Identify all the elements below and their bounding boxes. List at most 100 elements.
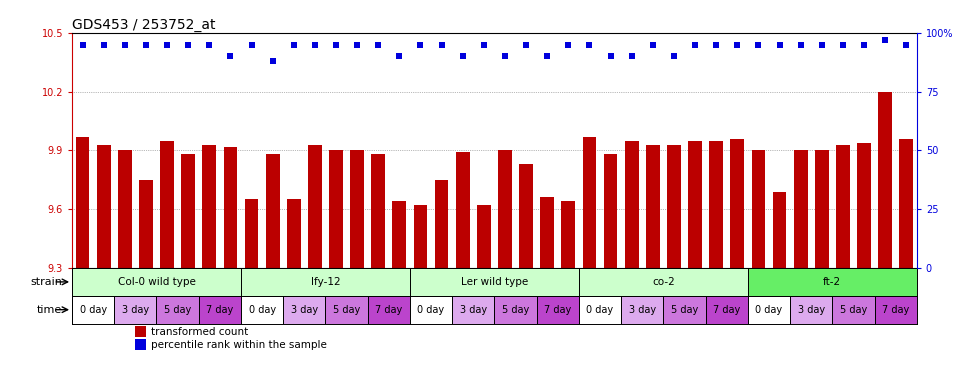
Point xyxy=(540,53,555,59)
Bar xyxy=(537,296,579,324)
Bar xyxy=(72,296,114,324)
Bar xyxy=(790,296,832,324)
Bar xyxy=(203,145,216,268)
Bar xyxy=(135,326,146,337)
Point xyxy=(180,42,196,48)
Bar xyxy=(667,145,681,268)
Bar xyxy=(706,296,748,324)
Point xyxy=(624,53,639,59)
Bar xyxy=(72,268,241,296)
Bar xyxy=(878,92,892,268)
Bar xyxy=(160,141,174,268)
Text: 3 day: 3 day xyxy=(291,305,318,315)
Point xyxy=(899,42,914,48)
Point xyxy=(793,42,808,48)
Point xyxy=(561,42,576,48)
Bar xyxy=(350,150,364,268)
Bar xyxy=(477,205,491,268)
Point xyxy=(244,42,259,48)
Bar xyxy=(579,296,621,324)
Bar xyxy=(748,296,790,324)
Text: 0 day: 0 day xyxy=(80,305,107,315)
Bar xyxy=(308,145,322,268)
Bar xyxy=(519,164,533,268)
Bar xyxy=(181,154,195,268)
Bar xyxy=(224,146,237,268)
Bar xyxy=(393,201,406,268)
Bar xyxy=(414,205,427,268)
Bar xyxy=(604,154,617,268)
Bar xyxy=(368,296,410,324)
Bar xyxy=(456,152,469,268)
Bar xyxy=(329,150,343,268)
Point xyxy=(286,42,301,48)
Text: 3 day: 3 day xyxy=(629,305,656,315)
Bar xyxy=(646,145,660,268)
Bar xyxy=(410,296,452,324)
Bar xyxy=(836,145,850,268)
Bar xyxy=(241,268,410,296)
Point xyxy=(708,42,724,48)
Bar xyxy=(832,296,875,324)
Text: 3 day: 3 day xyxy=(798,305,825,315)
Bar xyxy=(156,296,199,324)
Point xyxy=(730,42,745,48)
Text: 5 day: 5 day xyxy=(840,305,867,315)
Point xyxy=(666,53,682,59)
Point xyxy=(814,42,829,48)
Point xyxy=(476,42,492,48)
Text: ft-2: ft-2 xyxy=(824,277,841,287)
Text: 5 day: 5 day xyxy=(164,305,191,315)
Bar xyxy=(410,268,579,296)
Point xyxy=(307,42,323,48)
Point xyxy=(518,42,534,48)
Bar xyxy=(731,139,744,268)
Bar xyxy=(283,296,325,324)
Text: 7 day: 7 day xyxy=(713,305,740,315)
Text: 0 day: 0 day xyxy=(418,305,444,315)
Text: transformed count: transformed count xyxy=(151,326,248,337)
Bar xyxy=(709,141,723,268)
Point xyxy=(223,53,238,59)
Point xyxy=(349,42,365,48)
Text: 5 day: 5 day xyxy=(671,305,698,315)
Text: 7 day: 7 day xyxy=(206,305,233,315)
Bar xyxy=(76,137,89,268)
Text: Col-0 wild type: Col-0 wild type xyxy=(117,277,196,287)
Text: percentile rank within the sample: percentile rank within the sample xyxy=(151,340,326,350)
Bar xyxy=(498,150,512,268)
Bar xyxy=(663,296,706,324)
Point xyxy=(645,42,660,48)
Bar xyxy=(266,154,279,268)
Text: 0 day: 0 day xyxy=(756,305,782,315)
Point xyxy=(835,42,851,48)
Bar xyxy=(135,339,146,350)
Bar xyxy=(114,296,156,324)
Bar xyxy=(621,296,663,324)
Point xyxy=(455,53,470,59)
Point xyxy=(751,42,766,48)
Bar xyxy=(752,150,765,268)
Text: 3 day: 3 day xyxy=(122,305,149,315)
Point xyxy=(434,42,449,48)
Text: 5 day: 5 day xyxy=(502,305,529,315)
Bar xyxy=(815,150,828,268)
Text: 3 day: 3 day xyxy=(460,305,487,315)
Point xyxy=(265,58,280,64)
Bar xyxy=(583,137,596,268)
Text: 7 day: 7 day xyxy=(375,305,402,315)
Point xyxy=(772,42,787,48)
Text: Ler wild type: Ler wild type xyxy=(461,277,528,287)
Point xyxy=(392,53,407,59)
Text: 7 day: 7 day xyxy=(882,305,909,315)
Point xyxy=(75,42,90,48)
Bar xyxy=(241,296,283,324)
Bar xyxy=(245,199,258,268)
Bar xyxy=(562,201,575,268)
Bar xyxy=(794,150,807,268)
Point xyxy=(138,42,154,48)
Bar xyxy=(139,180,153,268)
Bar xyxy=(325,296,368,324)
Text: 7 day: 7 day xyxy=(544,305,571,315)
Point xyxy=(159,42,175,48)
